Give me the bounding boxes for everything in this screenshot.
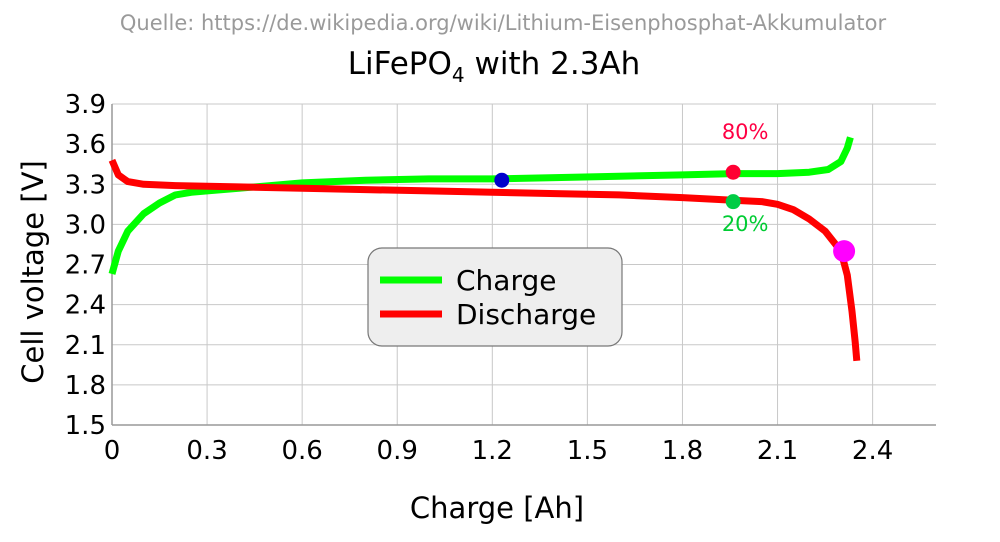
x-tick-label: 1.2 [472,436,513,466]
x-tick-label: 0.3 [186,436,227,466]
y-tick-label: 1.5 [65,411,106,441]
data-point-marker [833,240,856,263]
annotation-label: 20% [722,212,769,236]
y-tick-label: 1.8 [65,371,106,401]
source-note: Quelle: https://de.wikipedia.org/wiki/Li… [120,11,887,35]
title-main: LiFePO [348,46,452,82]
x-tick-label: 1.5 [567,436,608,466]
title-suffix: with 2.3Ah [465,46,641,82]
title-subscript: 4 [452,63,465,87]
chart-title: LiFePO4 with 2.3Ah [348,46,641,87]
x-tick-label: 1.8 [662,436,703,466]
data-point-marker [725,164,741,180]
x-tick-label: 0.9 [377,436,418,466]
data-point-marker [494,172,510,188]
y-tick-label: 2.4 [65,291,106,321]
legend: Charge Discharge [367,247,623,347]
legend-label-discharge: Discharge [456,298,596,331]
x-tick-label: 0.6 [281,436,322,466]
y-tick-label: 3.6 [65,130,106,160]
annotations: 80% 20% [722,120,769,236]
annotation-label: 80% [722,120,769,144]
x-tick-label: 2.4 [852,436,893,466]
data-point-marker [725,194,741,210]
legend-label-charge: Charge [456,264,556,297]
x-tick-label: 0 [104,436,121,466]
x-tick-label: 2.1 [757,436,798,466]
x-axis-label: Charge [Ah] [410,491,584,525]
y-axis-label: Cell voltage [V] [16,160,50,383]
y-tick-label: 2.7 [65,251,106,281]
legend-box [367,247,623,347]
y-tick-label: 3.3 [65,170,106,200]
series-line-charge [108,136,854,275]
y-tick-label: 2.1 [65,331,106,361]
point-markers [494,164,856,263]
y-tick-label: 3.9 [65,90,106,120]
y-tick-label: 3.0 [65,210,106,240]
tick-labels: 1.5 1.8 2.1 2.4 2.7 3.0 3.3 3.6 3.9 0 0.3 0.6 0.9 1.2… [65,90,894,466]
